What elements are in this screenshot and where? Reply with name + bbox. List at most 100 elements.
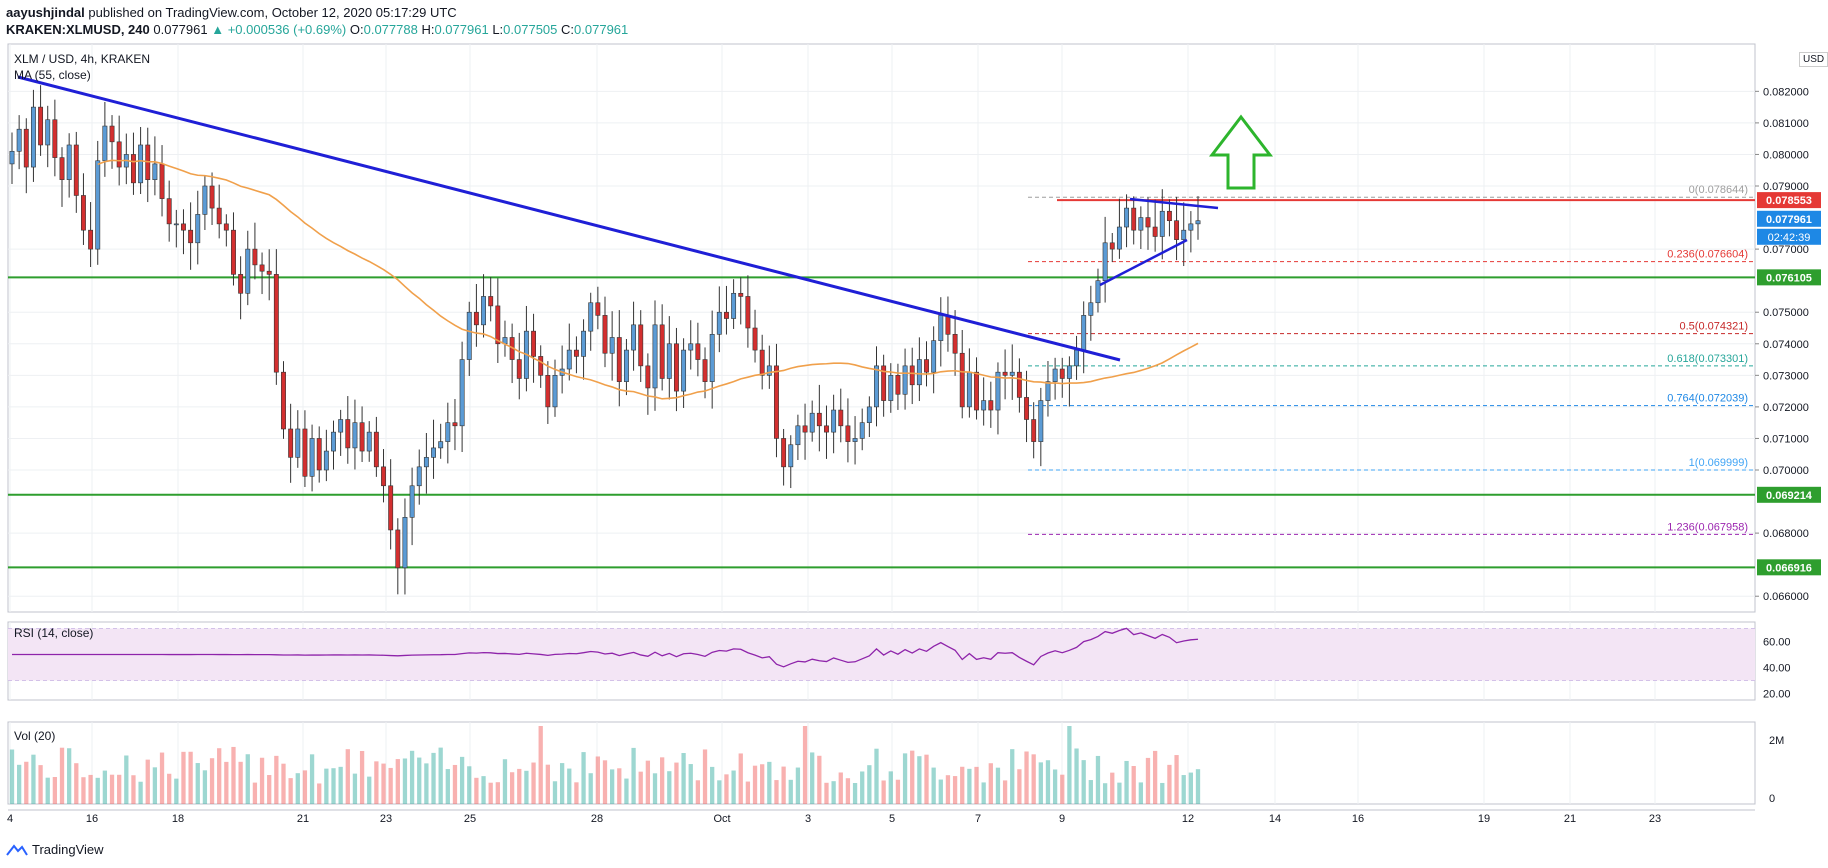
candle-body (388, 485, 394, 531)
candle-body (1024, 397, 1029, 420)
y-tick-label: 0.072000 (1763, 402, 1809, 414)
triangle-resistance-line (1129, 197, 1219, 210)
candle-body (1109, 242, 1115, 250)
author-name[interactable]: aayushjindal (6, 5, 85, 20)
volume-bar (1131, 766, 1136, 804)
candle-body (666, 343, 672, 379)
volume-bar (502, 759, 508, 804)
candle-body (373, 431, 379, 468)
volume-bar (202, 770, 208, 804)
volume-bar (1017, 769, 1022, 804)
candle-body (323, 450, 329, 471)
volume-bar (509, 772, 515, 804)
volume-bar (845, 778, 851, 804)
candle-body (431, 447, 436, 458)
volume-bar (738, 753, 743, 804)
candle-body (881, 365, 887, 401)
volume-bar (724, 774, 729, 804)
candle-body (159, 163, 165, 199)
candle-body (866, 406, 872, 423)
candle-body (81, 195, 86, 231)
candle-body (1131, 207, 1137, 231)
y-tick-label: 0.071000 (1763, 433, 1809, 445)
axes: 0.082000 0.081000 0.080000 0.079000 0.077000… (7, 86, 1809, 825)
candle-body (316, 438, 322, 471)
volume-bar (988, 763, 993, 804)
drawings[interactable] (17, 75, 1274, 362)
candle-body (966, 371, 972, 408)
volume-bar (338, 766, 343, 804)
volume-bar (409, 750, 415, 804)
up-arrow-icon (1208, 114, 1274, 190)
volume-bar (645, 760, 651, 804)
candle-body (66, 144, 72, 180)
tradingview-logo-icon (6, 843, 28, 856)
y-tick-label: 0.080000 (1763, 149, 1809, 161)
volume-bar (38, 765, 43, 804)
candle-body (616, 337, 622, 382)
candle-body (552, 375, 558, 408)
volume-bar (52, 776, 58, 804)
volume-bar (109, 774, 115, 804)
volume-legend[interactable]: Vol (20) (14, 729, 56, 743)
candle-body (1088, 302, 1094, 316)
fib-label: 1(0.069999) (1689, 457, 1748, 469)
volume-bar (1002, 780, 1008, 804)
volume-bar (817, 755, 822, 804)
candle-body (716, 311, 722, 335)
candle-body (45, 119, 51, 146)
volume-bar (895, 779, 901, 804)
volume-bar (924, 754, 929, 804)
candle-body (295, 428, 301, 458)
volume-bar (9, 749, 15, 804)
y-tick-label: 0.068000 (1763, 528, 1809, 540)
price-tag (1757, 269, 1821, 286)
ma-legend[interactable]: MA (55, close) (14, 68, 91, 82)
volume-bar (59, 747, 65, 804)
volume-bar (631, 747, 636, 804)
volume-bar (995, 767, 1001, 804)
candle-body (345, 419, 351, 449)
currency-label[interactable]: USD (1799, 52, 1828, 67)
volume-bar (159, 752, 165, 804)
volume-bar (359, 750, 365, 804)
volume-bar (917, 756, 922, 804)
volume-bar (1110, 772, 1115, 804)
low-value: 0.077505 (503, 22, 558, 37)
candle-body (416, 466, 422, 487)
countdown-label: 02:42:39 (1768, 232, 1811, 244)
candle-body (1074, 349, 1079, 367)
volume-bar (1138, 782, 1143, 804)
volume-bar (317, 783, 322, 804)
candle-body (1145, 217, 1151, 228)
rsi-legend[interactable]: RSI (14, close) (14, 626, 94, 640)
candle-body (259, 264, 265, 272)
footer-brand[interactable]: TradingView (6, 842, 104, 857)
candle-body (38, 106, 44, 146)
rsi-tick-label: 20.00 (1763, 689, 1791, 701)
y-tick-label: 0.081000 (1763, 118, 1809, 130)
fib-label: 1.236(0.067958) (1667, 521, 1748, 533)
candle-body (1159, 210, 1165, 237)
candle-body (381, 466, 386, 487)
candle-body (702, 359, 708, 382)
volume-bar (1167, 764, 1172, 804)
candle-body (23, 128, 29, 168)
high-label: H: (421, 22, 435, 37)
volume-bar (652, 773, 658, 804)
volume-bar (167, 773, 172, 804)
candle-body (1031, 419, 1037, 442)
candles[interactable] (9, 85, 1201, 595)
volume-bar (67, 748, 72, 804)
x-tick-label: 23 (380, 813, 392, 825)
volume-bar (531, 762, 536, 804)
volume-bar (374, 761, 379, 804)
volume-bar (981, 782, 986, 804)
volume-bar (1038, 762, 1043, 804)
candle-body (73, 144, 79, 196)
candle-body (816, 412, 822, 427)
ma-55-line (97, 159, 1199, 400)
candle-body (724, 311, 729, 319)
volume-bar (1117, 782, 1122, 804)
